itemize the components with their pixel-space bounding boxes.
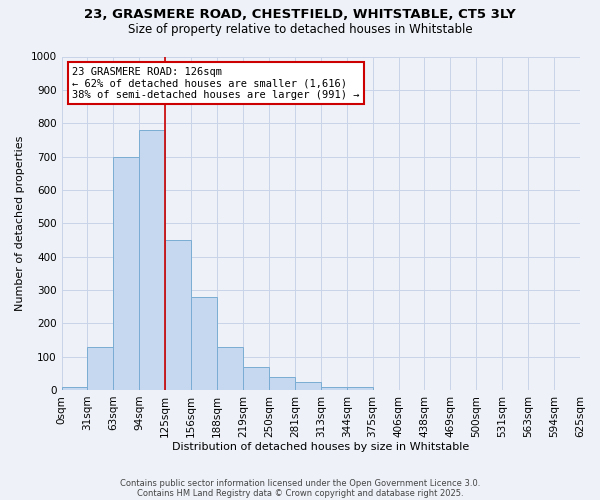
Bar <box>269 376 295 390</box>
Text: Size of property relative to detached houses in Whitstable: Size of property relative to detached ho… <box>128 22 472 36</box>
Bar <box>62 388 88 390</box>
Text: Contains public sector information licensed under the Open Government Licence 3.: Contains public sector information licen… <box>120 478 480 488</box>
Text: 23 GRASMERE ROAD: 126sqm
← 62% of detached houses are smaller (1,616)
38% of sem: 23 GRASMERE ROAD: 126sqm ← 62% of detach… <box>72 66 359 100</box>
Text: Contains HM Land Registry data © Crown copyright and database right 2025.: Contains HM Land Registry data © Crown c… <box>137 488 463 498</box>
Bar <box>191 296 217 390</box>
Bar <box>139 130 165 390</box>
Bar <box>243 366 269 390</box>
Bar <box>295 382 321 390</box>
Bar <box>113 156 139 390</box>
Text: 23, GRASMERE ROAD, CHESTFIELD, WHITSTABLE, CT5 3LY: 23, GRASMERE ROAD, CHESTFIELD, WHITSTABL… <box>84 8 516 20</box>
Bar <box>88 346 113 390</box>
X-axis label: Distribution of detached houses by size in Whitstable: Distribution of detached houses by size … <box>172 442 469 452</box>
Bar <box>217 346 243 390</box>
Y-axis label: Number of detached properties: Number of detached properties <box>15 136 25 311</box>
Bar <box>321 386 347 390</box>
Bar <box>347 388 373 390</box>
Bar <box>165 240 191 390</box>
